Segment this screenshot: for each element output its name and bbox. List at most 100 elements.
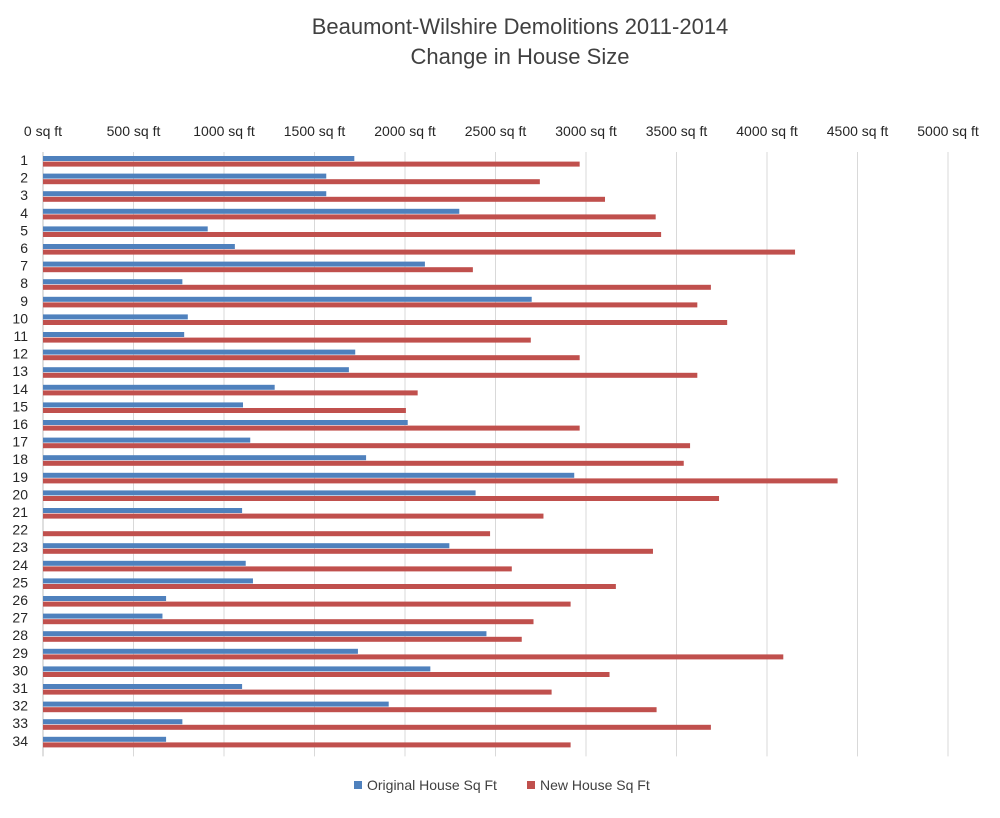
x-tick-label: 500 sq ft — [107, 123, 161, 139]
bars — [43, 156, 838, 748]
bar-original — [43, 508, 243, 513]
bar-new — [43, 179, 540, 185]
bar-new — [43, 284, 711, 290]
bar-original — [43, 490, 476, 496]
category-label: 1 — [20, 152, 28, 168]
x-tick-label: 1500 sq ft — [284, 123, 346, 139]
category-label: 19 — [12, 469, 28, 485]
bar-original — [43, 296, 532, 302]
legend-swatch — [354, 781, 362, 789]
category-label: 22 — [12, 522, 28, 538]
bar-original — [43, 543, 450, 549]
legend-label: New House Sq Ft — [540, 777, 650, 793]
x-tick-label: 3500 sq ft — [646, 123, 708, 139]
bar-new — [43, 372, 698, 378]
x-tick-label: 1000 sq ft — [193, 123, 255, 139]
category-labels: 1234567891011121314151617181920212223242… — [12, 152, 28, 749]
bar-new — [43, 161, 580, 167]
category-label: 10 — [12, 310, 28, 326]
bar-original — [43, 719, 183, 725]
bar-new — [43, 689, 552, 695]
bar-new — [43, 619, 534, 625]
bar-original — [43, 472, 575, 478]
category-label: 26 — [12, 592, 28, 608]
bar-original — [43, 666, 431, 672]
legend-swatch — [527, 781, 535, 789]
bar-new — [43, 636, 522, 642]
category-label: 5 — [20, 222, 28, 238]
bar-new — [43, 531, 491, 537]
category-label: 32 — [12, 698, 28, 714]
bar-new — [43, 513, 544, 519]
bar-original — [43, 402, 244, 408]
bar-original — [43, 191, 327, 197]
bar-new — [43, 548, 653, 554]
bar-new — [43, 214, 656, 220]
bar-original — [43, 261, 425, 267]
bar-new — [43, 249, 796, 255]
x-tick-label: 5000 sq ft — [917, 123, 979, 139]
bar-new — [43, 724, 711, 730]
category-label: 14 — [12, 381, 28, 397]
x-tick-label: 3000 sq ft — [555, 123, 617, 139]
chart-title-line-1: Beaumont-Wilshire Demolitions 2011-2014 — [312, 14, 729, 39]
bar-new — [43, 478, 838, 484]
category-label: 8 — [20, 275, 28, 291]
bar-original — [43, 332, 185, 337]
category-label: 2 — [20, 170, 28, 186]
category-label: 7 — [20, 258, 28, 274]
bar-new — [43, 425, 580, 431]
bar-original — [43, 367, 349, 373]
bar-new — [43, 337, 531, 343]
bar-original — [43, 384, 275, 390]
bar-original — [43, 455, 367, 461]
bar-original — [43, 156, 355, 161]
bar-new — [43, 196, 606, 202]
bar-original — [43, 244, 235, 249]
bar-new — [43, 355, 580, 361]
bar-original — [43, 578, 253, 584]
category-label: 33 — [12, 715, 28, 731]
bar-new — [43, 601, 571, 607]
category-label: 34 — [12, 733, 28, 749]
category-label: 23 — [12, 539, 28, 555]
bar-original — [43, 596, 167, 601]
category-label: 30 — [12, 662, 28, 678]
bar-original — [43, 349, 356, 355]
category-label: 24 — [12, 557, 28, 573]
category-label: 17 — [12, 434, 28, 450]
bar-original — [43, 631, 487, 637]
bar-original — [43, 560, 246, 566]
category-label: 29 — [12, 645, 28, 661]
bar-new — [43, 232, 662, 237]
x-tick-label: 4500 sq ft — [827, 123, 889, 139]
gridlines — [42, 152, 949, 757]
legend-label: Original House Sq Ft — [367, 777, 497, 793]
bar-original — [43, 437, 251, 443]
x-tick-label: 0 sq ft — [24, 123, 62, 139]
bar-original — [43, 736, 167, 742]
bar-new — [43, 267, 473, 273]
bar-original — [43, 648, 358, 654]
bar-original — [43, 226, 208, 232]
legend: Original House Sq Ft New House Sq Ft — [354, 777, 650, 793]
bar-new — [43, 408, 406, 413]
bar-original — [43, 208, 460, 214]
bar-original — [43, 613, 163, 619]
x-tick-label: 2500 sq ft — [465, 123, 527, 139]
chart-title-line-2: Change in House Size — [411, 44, 630, 69]
category-label: 20 — [12, 486, 28, 502]
category-label: 9 — [20, 293, 28, 309]
category-label: 13 — [12, 363, 28, 379]
bar-new — [43, 654, 784, 660]
bar-new — [43, 443, 691, 449]
category-label: 18 — [12, 451, 28, 467]
category-label: 6 — [20, 240, 28, 256]
bar-new — [43, 584, 616, 589]
bar-original — [43, 684, 243, 689]
category-label: 15 — [12, 398, 28, 414]
x-tick-label: 2000 sq ft — [374, 123, 436, 139]
bar-original — [43, 314, 188, 320]
category-label: 3 — [20, 187, 28, 203]
bar-new — [43, 302, 698, 308]
